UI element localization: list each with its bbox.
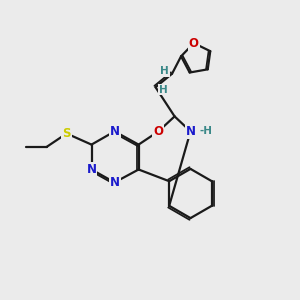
Text: S: S — [62, 127, 71, 140]
Text: N: N — [185, 125, 196, 138]
Text: N: N — [86, 163, 97, 176]
Text: O: O — [189, 37, 199, 50]
Text: H: H — [159, 85, 167, 94]
Text: O: O — [153, 125, 164, 138]
Text: H: H — [160, 66, 169, 76]
Text: -H: -H — [200, 126, 212, 136]
Text: N: N — [110, 176, 120, 189]
Text: N: N — [110, 125, 120, 138]
